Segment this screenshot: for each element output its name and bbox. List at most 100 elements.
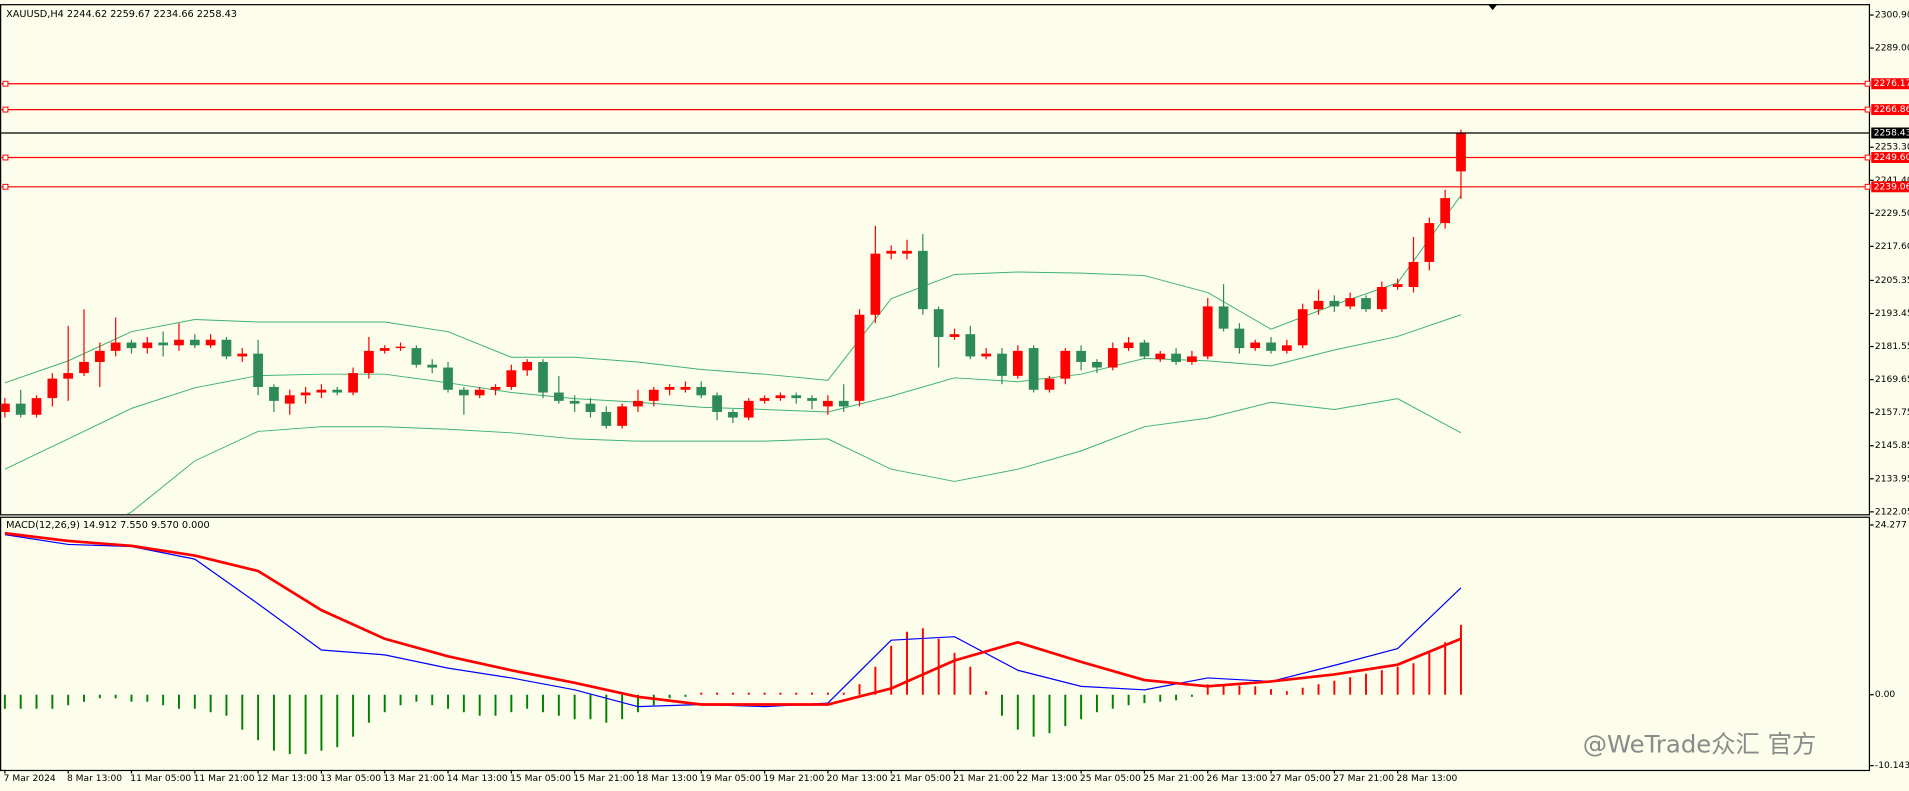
candle-body <box>237 353 248 357</box>
y-tick-label: 2122.05 <box>1875 507 1909 517</box>
candle-body <box>728 411 738 418</box>
candle-body <box>743 400 754 418</box>
candle-body <box>300 392 311 396</box>
x-tick-label: 15 Mar 05:00 <box>510 774 571 784</box>
candle-body <box>1266 342 1276 351</box>
candle-body <box>1028 348 1039 390</box>
candle-body <box>965 334 976 357</box>
candle-body <box>933 309 944 337</box>
candle-body <box>1202 306 1213 357</box>
candle-body <box>617 406 627 426</box>
candle-body <box>569 400 580 404</box>
candle-body <box>174 339 184 346</box>
x-tick-label: 21 Mar 21:00 <box>953 774 1014 784</box>
candle-body <box>110 342 121 351</box>
level-label-box <box>1871 127 1909 139</box>
x-tick-label: 13 Mar 05:00 <box>320 774 381 784</box>
level-label: 2258.43 <box>1874 128 1909 138</box>
candle-body <box>1 403 10 412</box>
candle-body <box>807 398 817 401</box>
candle-body <box>427 364 438 368</box>
x-tick-label: 27 Mar 21:00 <box>1333 774 1394 784</box>
candle-body <box>538 361 548 393</box>
x-tick-label: 22 Mar 13:00 <box>1017 774 1078 784</box>
candle-body <box>712 395 722 412</box>
indicator-line <box>4 195 1462 384</box>
level-handle <box>2 80 9 87</box>
level-label-box <box>1871 152 1909 164</box>
y-tick-label: 24.277 <box>1875 521 1907 531</box>
candle-body <box>1361 298 1371 310</box>
y-tick-label: 2241.40 <box>1875 176 1909 186</box>
candle-body <box>490 386 501 390</box>
candle-body <box>1155 353 1166 360</box>
level-label-box <box>1871 104 1909 116</box>
y-tick-label: 2300.90 <box>1875 11 1909 21</box>
x-tick-label: 28 Mar 13:00 <box>1396 774 1457 784</box>
candle-body <box>633 400 643 407</box>
x-tick-label: 7 Mar 2024 <box>4 774 56 784</box>
x-tick-label: 13 Mar 21:00 <box>384 774 445 784</box>
candle-body <box>1107 348 1118 368</box>
candle-body <box>696 386 707 396</box>
candle-body <box>47 378 58 399</box>
plot-area <box>3 531 1462 755</box>
candle-body <box>1139 342 1150 357</box>
candle-body <box>664 386 675 390</box>
x-tick-label: 25 Mar 21:00 <box>1143 774 1204 784</box>
level-handle <box>2 154 9 161</box>
candle-body <box>316 389 327 393</box>
level-label-box <box>1871 181 1909 193</box>
shift-marker <box>1487 4 1498 11</box>
candle-body <box>205 339 216 346</box>
candle-body <box>1060 350 1071 379</box>
candle-body <box>253 353 263 387</box>
candle-body <box>379 348 390 351</box>
x-tick-label: 19 Mar 05:00 <box>700 774 761 784</box>
x-tick-label: 26 Mar 13:00 <box>1207 774 1268 784</box>
candle-body <box>981 353 992 357</box>
candle-body <box>1329 300 1340 307</box>
level-label: 2249.60 <box>1874 153 1909 163</box>
candle-body <box>1234 328 1245 349</box>
candle-body <box>1092 361 1102 368</box>
y-tick-label: 2229.50 <box>1875 209 1909 219</box>
candle-body <box>15 403 26 415</box>
candle-body <box>1187 356 1197 362</box>
candle-body <box>443 367 453 390</box>
candle-body <box>189 339 200 346</box>
candle-body <box>411 348 422 365</box>
macd-title: MACD(12,26,9) 14.912 7.550 9.570 0.000 <box>6 520 210 531</box>
candle-body <box>680 386 691 390</box>
candle-body <box>142 342 153 349</box>
x-tick-label: 25 Mar 05:00 <box>1080 774 1141 784</box>
y-tick-label: 2289.00 <box>1875 44 1909 54</box>
price-panel-frame <box>0 4 1871 516</box>
candle-body <box>364 350 374 374</box>
candle-body <box>870 253 881 315</box>
candle-body <box>1123 342 1134 349</box>
candle-body <box>31 398 42 415</box>
candle-body <box>506 370 517 387</box>
candle-body <box>1297 309 1308 346</box>
x-tick-label: 27 Mar 05:00 <box>1270 774 1331 784</box>
level-label: 2276.17 <box>1874 79 1909 89</box>
x-tick-label: 15 Mar 21:00 <box>573 774 634 784</box>
level-handle <box>1864 183 1871 190</box>
level-handle <box>2 183 9 190</box>
level-label: 2266.86 <box>1874 105 1909 115</box>
y-tick-label: 2133.95 <box>1875 474 1909 484</box>
candle-body <box>474 389 485 396</box>
candle-body <box>158 342 169 346</box>
candle-body <box>221 339 232 357</box>
x-tick-label: 14 Mar 13:00 <box>447 774 508 784</box>
candle-body <box>823 400 833 407</box>
level-handle <box>1864 80 1871 87</box>
candle-body <box>1250 342 1261 349</box>
candle-body <box>775 395 786 399</box>
y-tick-label: 2181.55 <box>1875 342 1909 352</box>
level-label-box <box>1871 78 1909 90</box>
y-tick-label: 2217.60 <box>1875 242 1909 252</box>
candle-body <box>1376 286 1387 310</box>
